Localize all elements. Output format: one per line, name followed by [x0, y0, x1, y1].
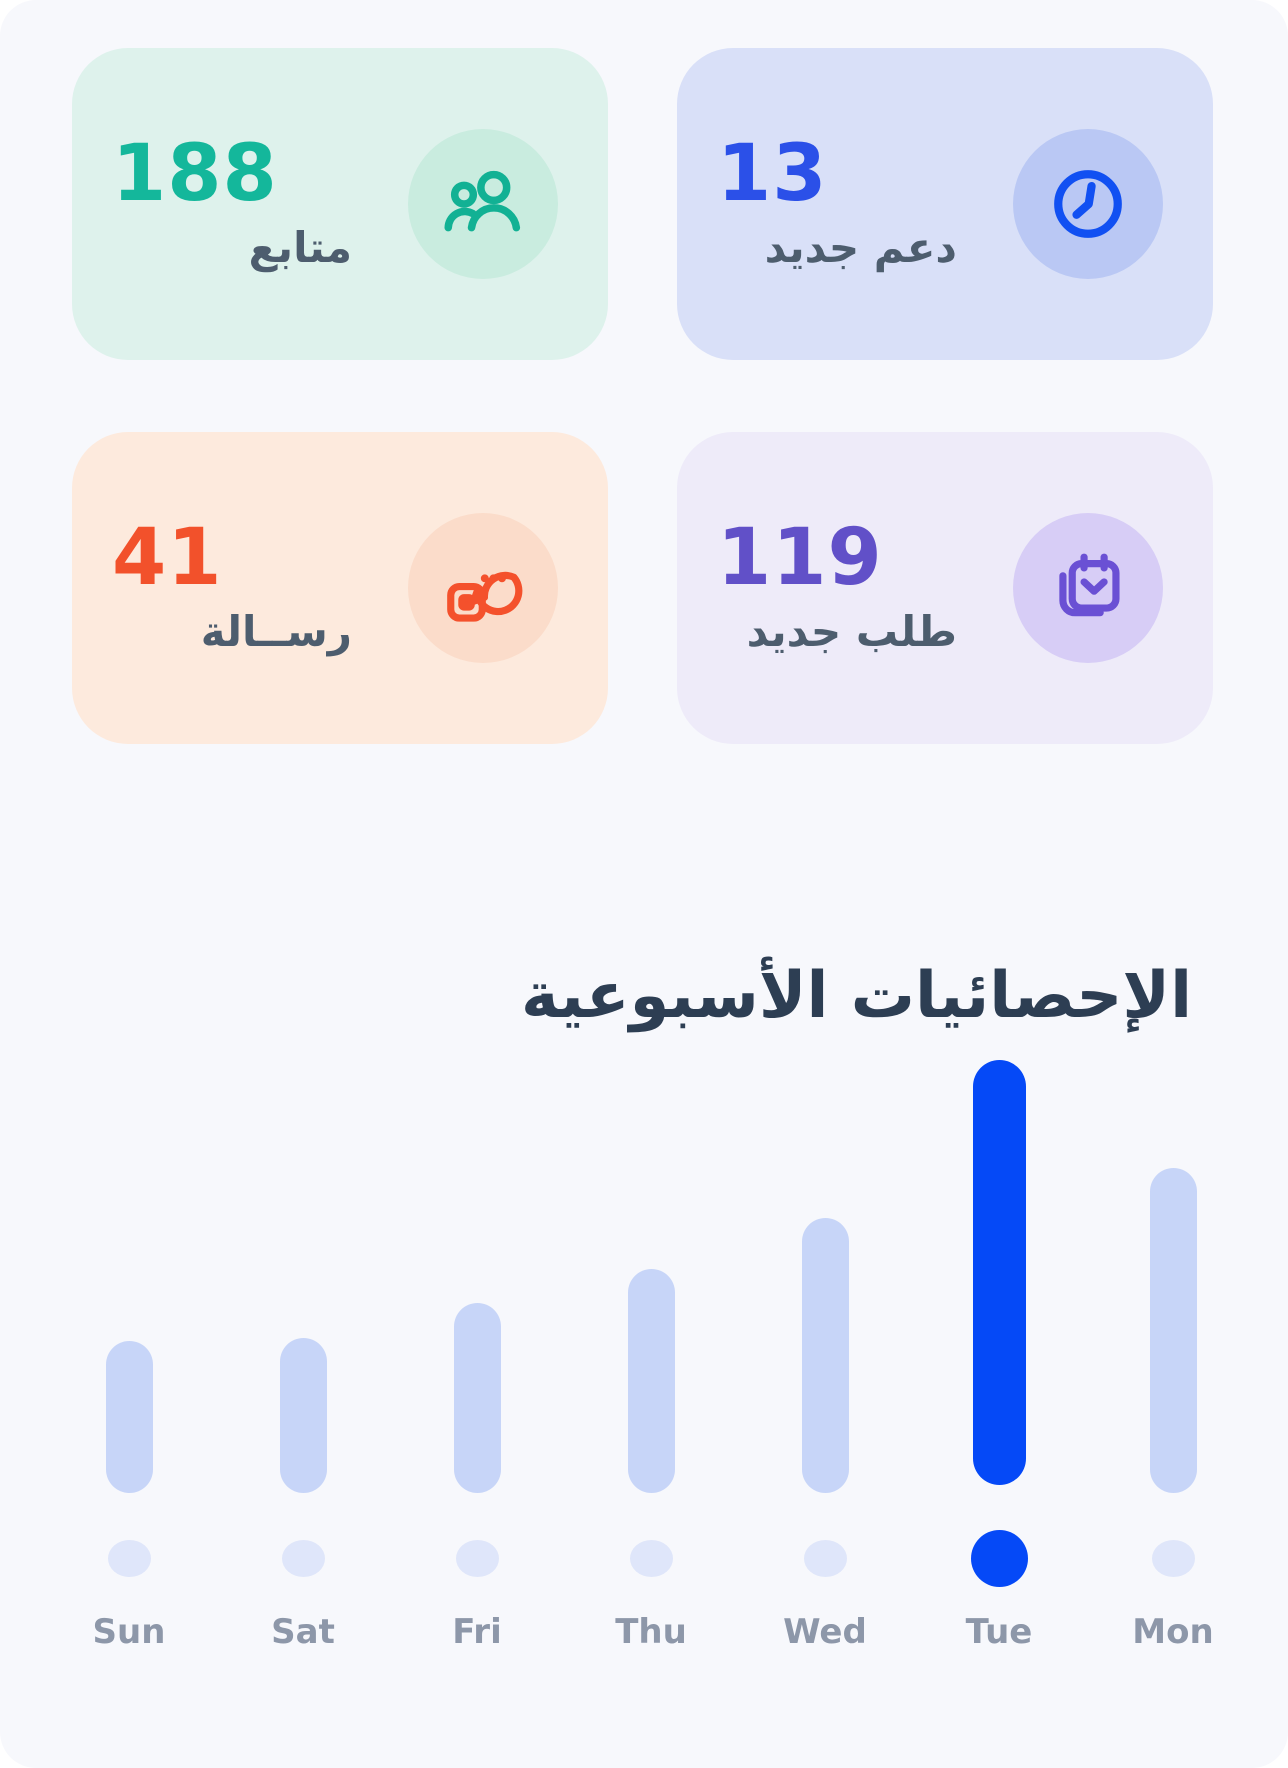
stat-label: متابع — [248, 222, 352, 272]
calendar-stack-icon — [1045, 545, 1131, 631]
day-label-wed: Wed — [783, 1612, 867, 1652]
day-label-mon: Mon — [1132, 1612, 1214, 1652]
stat-card-messages[interactable]: 41 رســالة — [72, 432, 608, 744]
chart-column-sun: Sun — [74, 1060, 184, 1649]
day-label-sat: Sat — [271, 1612, 335, 1652]
stat-value: 119 — [717, 512, 883, 603]
clock-icon-circle — [1013, 129, 1163, 279]
bar-mon[interactable] — [1149, 1168, 1197, 1493]
stat-card-texts: 13 دعم جديد — [717, 135, 957, 273]
chart-column-mon: Mon — [1118, 1060, 1228, 1649]
dot-sat — [281, 1539, 325, 1577]
day-label-fri: Fri — [452, 1612, 502, 1652]
chat-message-icon-circle — [408, 513, 558, 663]
bar-tue-highlighted[interactable] — [972, 1060, 1026, 1485]
chart-column-thu: Thu — [596, 1060, 706, 1649]
stat-card-texts: 188 متابع — [112, 135, 352, 273]
stat-cards-grid: 188 متابع 13 دعم جديد — [0, 0, 1288, 744]
stat-card-new-support[interactable]: 13 دعم جديد — [677, 48, 1213, 360]
stat-value: 41 — [112, 512, 223, 603]
stat-value: 13 — [717, 128, 828, 219]
bar-wed[interactable] — [801, 1218, 849, 1493]
users-icon-circle — [408, 129, 558, 279]
chart-column-wed: Wed — [770, 1060, 880, 1649]
bar-sat[interactable] — [279, 1338, 327, 1493]
dot-mon — [1151, 1539, 1195, 1577]
stat-label: دعم جديد — [764, 222, 957, 272]
dot-sun — [107, 1539, 151, 1577]
chat-message-icon — [440, 545, 526, 631]
stat-card-texts: 119 طلب جديد — [717, 519, 957, 657]
stat-card-followers[interactable]: 188 متابع — [72, 48, 608, 360]
stat-label: رســالة — [200, 606, 352, 656]
stat-label: طلب جديد — [746, 606, 957, 656]
day-label-thu: Thu — [615, 1612, 687, 1652]
dot-wed — [803, 1539, 847, 1577]
stat-card-new-orders[interactable]: 119 طلب جديد — [677, 432, 1213, 744]
calendar-stack-icon-circle — [1013, 513, 1163, 663]
bar-sun[interactable] — [105, 1341, 153, 1493]
chart-column-fri: Fri — [422, 1060, 532, 1649]
clock-icon — [1045, 161, 1131, 247]
weekly-statistics-title: الإحصائيات الأسبوعية — [520, 959, 1192, 1033]
dot-tue-highlighted — [970, 1529, 1028, 1587]
stat-card-texts: 41 رســالة — [112, 519, 352, 657]
bar-thu[interactable] — [627, 1269, 675, 1493]
chart-column-sat: Sat — [248, 1060, 358, 1649]
dot-thu — [629, 1539, 673, 1577]
chart-column-tue: Tue — [944, 1060, 1054, 1649]
bar-fri[interactable] — [453, 1303, 501, 1493]
day-label-sun: Sun — [92, 1612, 166, 1652]
users-icon — [440, 161, 526, 247]
day-label-tue: Tue — [965, 1612, 1033, 1652]
chart-columns: Sun Sat Fri Thu Wed — [74, 1060, 1228, 1649]
dot-fri — [455, 1539, 499, 1577]
stat-value: 188 — [112, 128, 278, 219]
weekly-bar-chart: Sun Sat Fri Thu Wed — [0, 1060, 1288, 1649]
